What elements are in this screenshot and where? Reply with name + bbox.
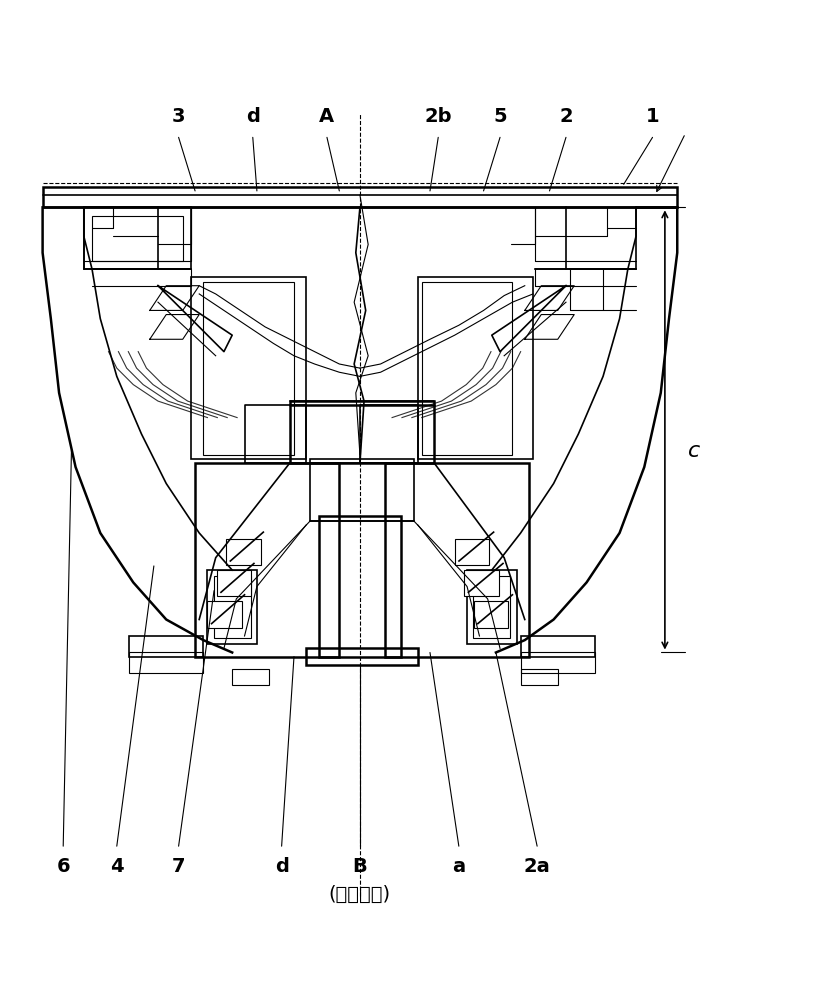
Bar — [306, 648, 418, 665]
Text: 2a: 2a — [523, 857, 551, 876]
Text: (现有技术): (现有技术) — [329, 884, 391, 903]
Bar — [521, 636, 595, 657]
Bar — [232, 669, 270, 685]
Bar — [467, 570, 517, 644]
Bar — [214, 576, 251, 638]
Text: 4: 4 — [110, 857, 123, 876]
Bar — [208, 570, 257, 644]
Text: 7: 7 — [172, 857, 185, 876]
Bar — [422, 282, 513, 455]
Bar — [473, 576, 510, 638]
Bar — [129, 636, 203, 657]
Text: A: A — [319, 107, 334, 126]
Text: 3: 3 — [172, 107, 185, 126]
Text: 5: 5 — [493, 107, 507, 126]
Bar — [385, 463, 529, 657]
FancyBboxPatch shape — [227, 539, 261, 565]
Bar — [521, 652, 595, 673]
Text: d: d — [246, 107, 260, 126]
Text: 1: 1 — [646, 107, 659, 126]
Bar — [203, 282, 294, 455]
Bar — [521, 669, 557, 685]
Bar — [43, 187, 677, 207]
Text: 2: 2 — [559, 107, 573, 126]
Text: B: B — [352, 857, 367, 876]
FancyBboxPatch shape — [217, 570, 251, 596]
Text: d: d — [275, 857, 289, 876]
FancyBboxPatch shape — [208, 601, 242, 628]
Bar — [290, 401, 434, 463]
Text: a: a — [452, 857, 466, 876]
Text: 2b: 2b — [424, 107, 452, 126]
Text: 6: 6 — [56, 857, 70, 876]
Bar — [310, 459, 414, 521]
FancyBboxPatch shape — [464, 570, 499, 596]
FancyBboxPatch shape — [455, 539, 490, 565]
Text: c: c — [687, 441, 700, 461]
Bar — [92, 216, 183, 261]
Bar — [84, 207, 191, 269]
Bar — [418, 277, 533, 459]
Bar — [195, 463, 339, 657]
Bar — [129, 652, 203, 673]
FancyBboxPatch shape — [474, 601, 509, 628]
Bar — [318, 516, 401, 657]
Bar — [191, 277, 306, 459]
